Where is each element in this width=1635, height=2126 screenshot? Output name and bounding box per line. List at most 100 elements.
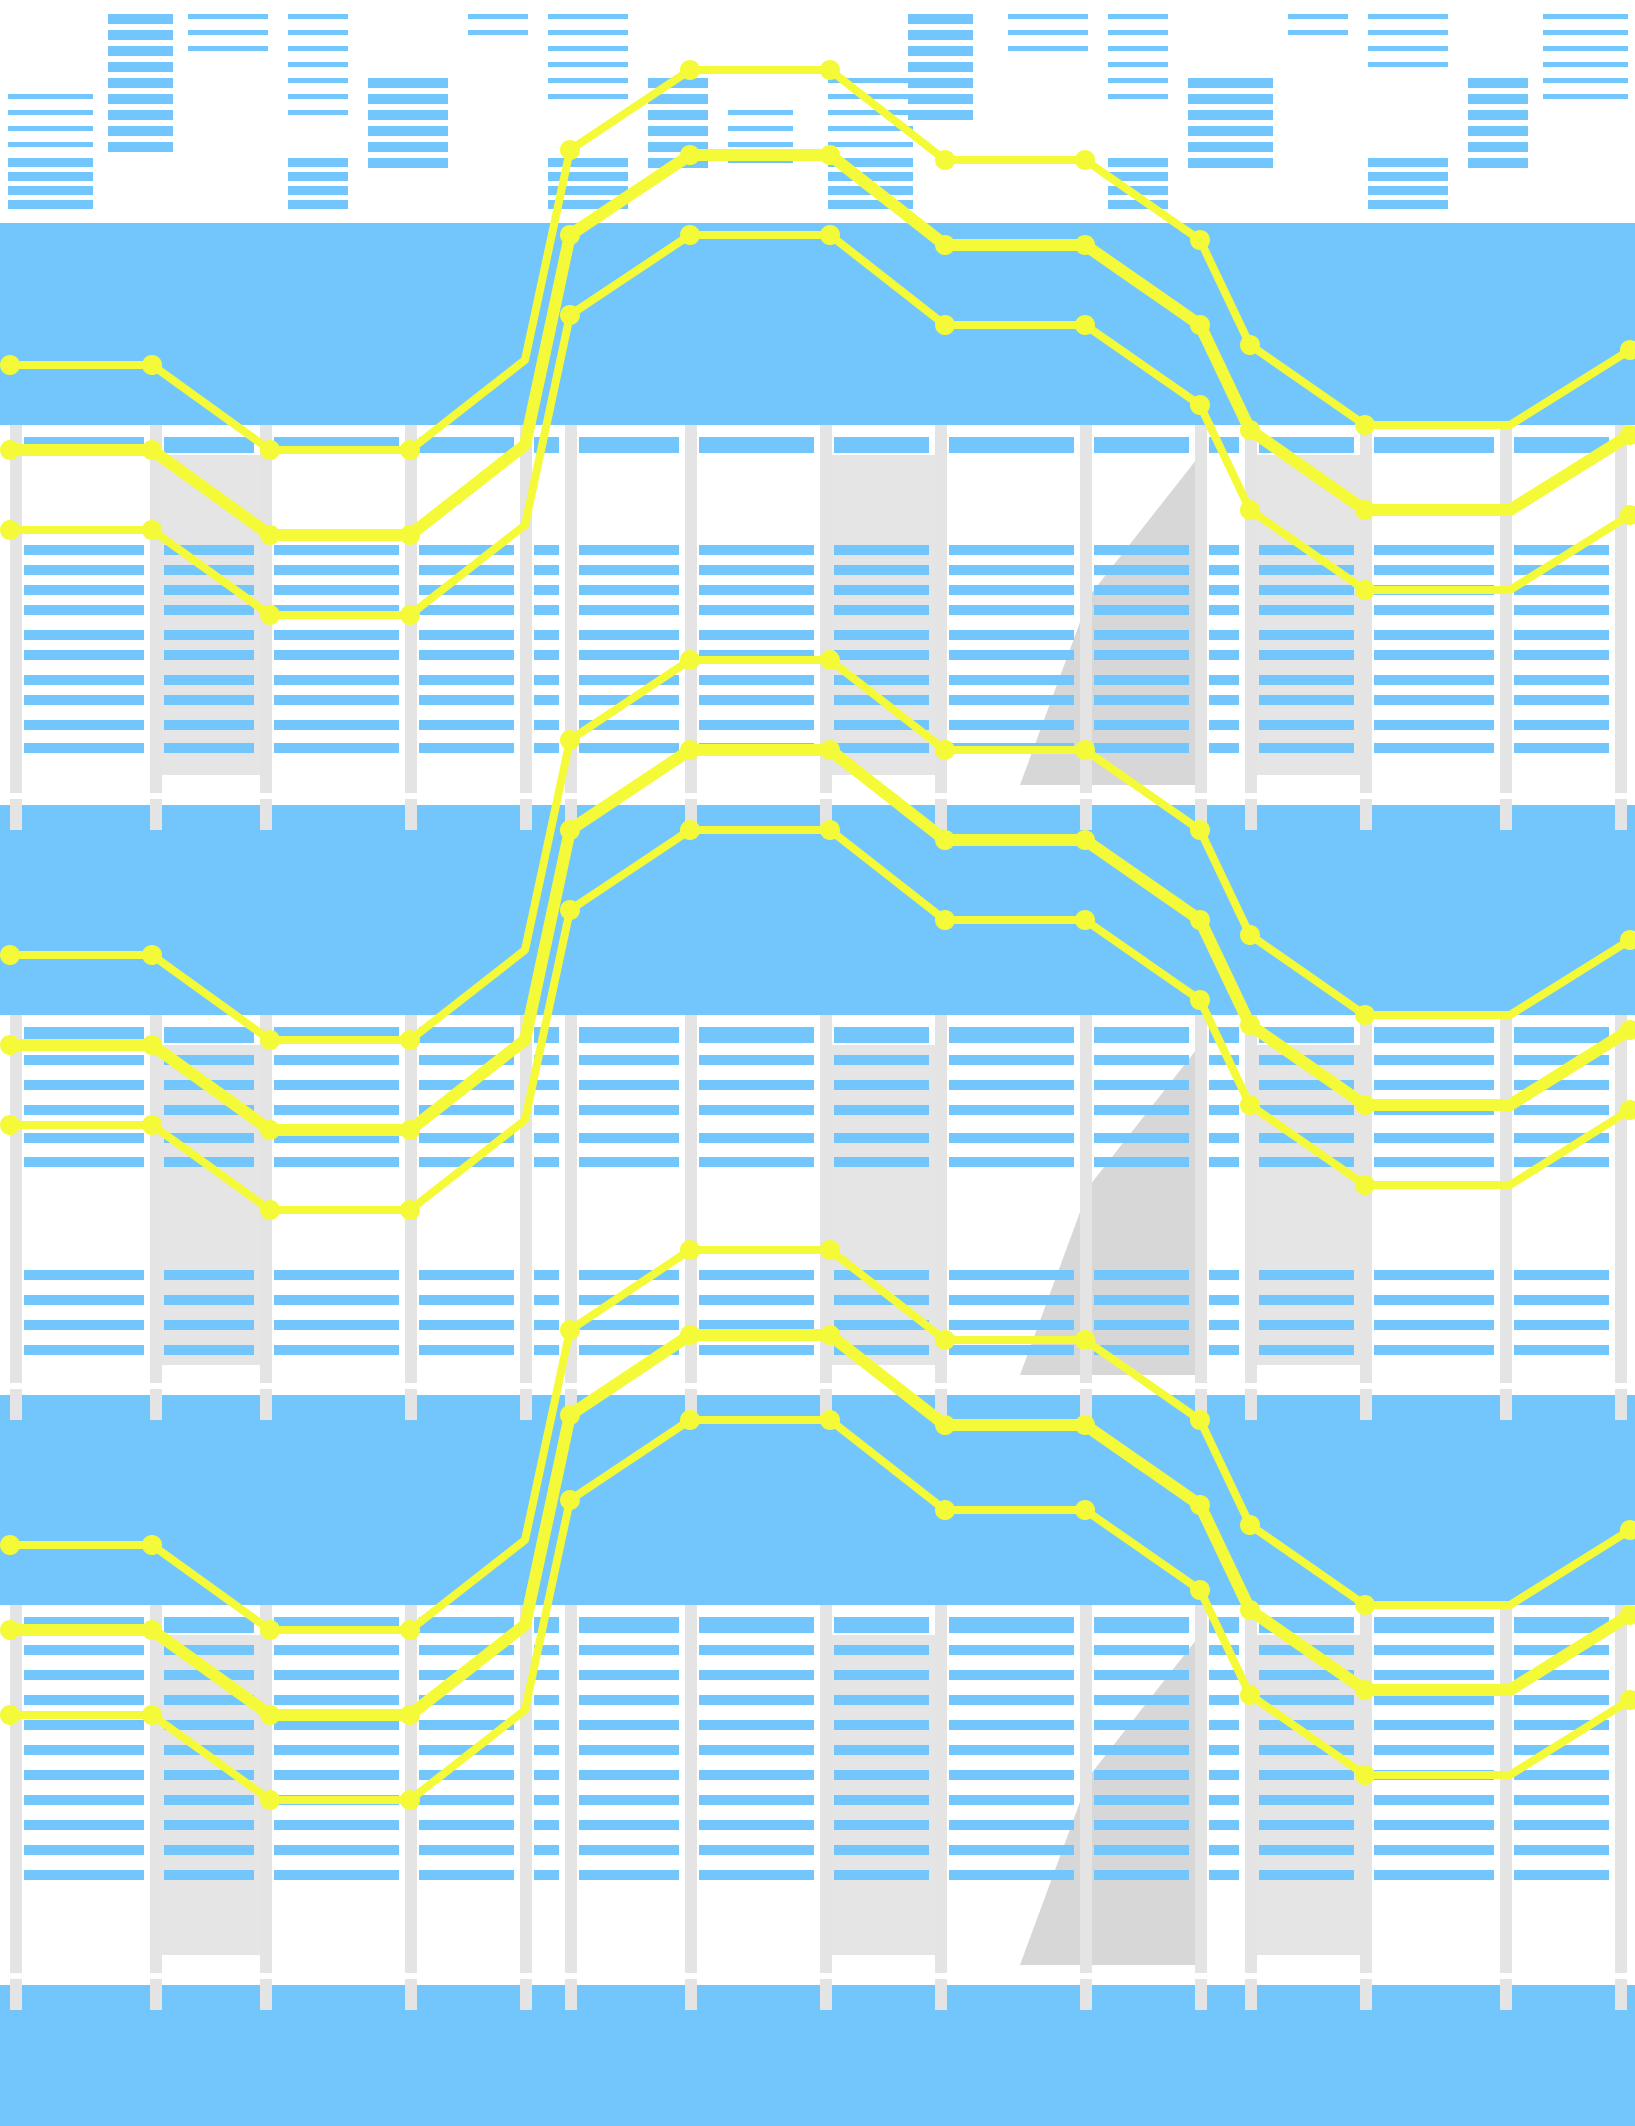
top-louver [728, 110, 793, 115]
louver [949, 1645, 1074, 1655]
louver [274, 565, 399, 575]
louver [274, 1670, 399, 1680]
louver [1094, 675, 1189, 685]
louver [579, 1695, 679, 1705]
louver [274, 1080, 399, 1090]
top-louver [1188, 158, 1273, 168]
louver [699, 630, 814, 640]
mullion [1360, 425, 1372, 830]
top-louver [1008, 14, 1088, 19]
louver [1209, 1133, 1239, 1143]
top-louver [1468, 94, 1528, 104]
mullion [820, 1015, 832, 1420]
louver [419, 695, 514, 705]
louver [699, 1820, 814, 1830]
path-node [1075, 910, 1095, 930]
path-node [260, 525, 280, 545]
path-node [1355, 1595, 1375, 1615]
mullion [1615, 425, 1627, 830]
louver [534, 545, 559, 555]
path-node [560, 1490, 580, 1510]
mullion [150, 1015, 162, 1420]
louver [419, 1617, 514, 1633]
louver [834, 743, 929, 753]
louver [834, 630, 929, 640]
louver [419, 605, 514, 615]
louver [699, 1770, 814, 1780]
path-node [1075, 830, 1095, 850]
louver [164, 1345, 254, 1355]
louver [534, 1670, 559, 1680]
path-node [400, 1120, 420, 1140]
top-louver [548, 94, 628, 99]
top-louver [548, 14, 628, 19]
path-node [260, 1120, 280, 1140]
louver [1259, 720, 1354, 730]
louver [534, 1820, 559, 1830]
path-node [1240, 1015, 1260, 1035]
louver [534, 720, 559, 730]
louver [1209, 585, 1239, 595]
louver [949, 1055, 1074, 1065]
top-louver [908, 62, 973, 72]
louver [1374, 1645, 1494, 1655]
path-node [1355, 1175, 1375, 1195]
recess-panel [828, 1045, 943, 1365]
louver [1094, 1080, 1189, 1090]
louver [1209, 650, 1239, 660]
top-louver [1543, 30, 1628, 35]
top-louver [8, 110, 93, 115]
louver [274, 1645, 399, 1655]
louver [579, 650, 679, 660]
louver [1259, 1770, 1354, 1780]
louver [1374, 630, 1494, 640]
louver [274, 1745, 399, 1755]
louver [834, 1105, 929, 1115]
mullion [1615, 1015, 1627, 1420]
louver [949, 1133, 1074, 1143]
louver [1374, 1055, 1494, 1065]
top-louver [1368, 200, 1448, 209]
louver [1259, 1270, 1354, 1280]
louver [949, 720, 1074, 730]
louver [1094, 1695, 1189, 1705]
louver [419, 630, 514, 640]
louver [534, 1105, 559, 1115]
louver [949, 1105, 1074, 1115]
louver [699, 1645, 814, 1655]
louver [1209, 1320, 1239, 1330]
louver [834, 1770, 929, 1780]
louver [164, 605, 254, 615]
louver [164, 743, 254, 753]
louver [949, 1080, 1074, 1090]
mullion [1500, 425, 1512, 830]
louver [274, 1695, 399, 1705]
louver [1374, 1027, 1494, 1043]
louver [834, 1845, 929, 1855]
louver [1259, 1720, 1354, 1730]
louver [164, 437, 254, 453]
mullion [150, 1605, 162, 2010]
mullion [685, 1605, 697, 2010]
louver [24, 585, 144, 595]
top-louver [288, 78, 348, 83]
top-louver [1008, 46, 1088, 51]
louver [1209, 1157, 1239, 1167]
path-node [820, 820, 840, 840]
top-louver [648, 110, 708, 120]
top-louver [1108, 94, 1168, 99]
top-louver [1468, 142, 1528, 152]
top-louver [288, 14, 348, 19]
path-node [0, 1705, 20, 1725]
louver [834, 1270, 929, 1280]
mullion [1500, 1015, 1512, 1420]
louver [579, 1745, 679, 1755]
top-louver [1468, 78, 1528, 88]
louver [949, 565, 1074, 575]
louver [534, 743, 559, 753]
louver [24, 1645, 144, 1655]
path-node [142, 440, 162, 460]
louver [1094, 1645, 1189, 1655]
louver [949, 1027, 1074, 1043]
